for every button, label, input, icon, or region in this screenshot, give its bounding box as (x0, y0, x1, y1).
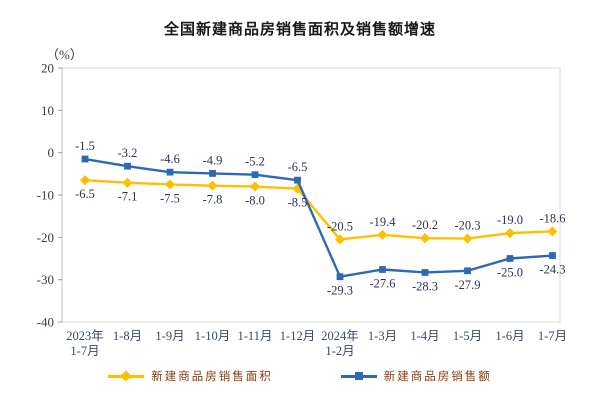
data-point-marker (164, 179, 176, 190)
data-label: -8.5 (288, 196, 308, 210)
data-label: -3.2 (118, 146, 138, 160)
data-label: -4.9 (203, 153, 223, 167)
y-tick-label: -30 (37, 272, 54, 287)
data-label: -5.2 (245, 155, 265, 169)
data-label: -7.1 (118, 190, 138, 204)
data-label: -1.5 (75, 139, 95, 153)
data-label: -20.3 (454, 219, 480, 233)
data-point-marker (294, 176, 301, 184)
y-tick-label: 20 (41, 61, 54, 76)
series-line-0 (79, 175, 558, 245)
data-point-marker (504, 228, 516, 239)
y-axis: 20 10 0 -10 -20 -30 -40 (37, 61, 62, 330)
legend-label-sales-amount: 新建商品房销售额 (383, 371, 492, 383)
data-point-marker (336, 273, 344, 281)
data-label: -24.3 (539, 263, 565, 277)
data-label: -6.5 (288, 160, 308, 174)
chart-legend: 新建商品房销售面积 新建商品房销售额 (0, 368, 600, 384)
data-point-marker (207, 180, 218, 191)
data-point-marker (419, 233, 431, 244)
data-label: -29.3 (327, 284, 353, 298)
y-tick-label: -20 (37, 230, 54, 245)
data-label: -7.8 (203, 193, 223, 207)
data-point-marker (377, 229, 388, 240)
data-point-marker (81, 155, 89, 163)
data-point-marker (421, 269, 429, 276)
data-label: -7.5 (160, 191, 180, 205)
data-label: -27.6 (369, 277, 395, 291)
data-point-marker (166, 168, 174, 176)
x-tick-label: 2024年 1-2月 (321, 329, 359, 358)
y-tick-label: -10 (37, 188, 54, 203)
legend-marker-diamond-icon (108, 370, 145, 382)
y-axis-unit-label: （%） (46, 47, 83, 62)
data-point-marker (462, 233, 473, 244)
legend-marker-square-icon (340, 372, 377, 381)
data-point-marker (122, 177, 133, 188)
data-point-marker (209, 170, 216, 177)
data-label: -28.3 (412, 279, 438, 293)
x-tick-label: 1-3月 (368, 329, 397, 343)
x-tick-label: 1-10月 (195, 329, 230, 343)
x-tick-label: 1-5月 (453, 329, 482, 343)
data-label: -19.0 (497, 213, 523, 227)
data-point-marker (334, 234, 346, 245)
data-point-marker (547, 226, 558, 237)
x-tick-label: 1-8月 (113, 329, 142, 343)
data-label: -20.5 (327, 219, 353, 233)
series-data-labels-0: -6.5 -7.1 -7.5 -7.8 -8.0 -8.5 -20.5 -19.4 -20.2 -… (75, 187, 565, 233)
y-tick-label: 0 (48, 145, 55, 160)
x-tick-label: 1-6月 (495, 329, 524, 343)
y-tick-label: -40 (37, 315, 54, 330)
x-tick-label: 1-4月 (410, 329, 439, 343)
data-point-marker (251, 171, 259, 179)
chart-title: 全国新建商品房销售面积及销售额增速 (163, 21, 436, 38)
x-tick-label: 1-12月 (280, 329, 315, 343)
x-axis: 2023年 1-7月 1-8月 1-9月 1-10月 1-11月 1-12月 2024年 1-2… (66, 329, 567, 358)
data-label: -8.0 (245, 194, 265, 208)
series-data-labels-1: -1.5 -3.2 -4.6 -4.9 -5.2 -6.5 -29.3 -27.6 -28.3 -… (75, 139, 565, 298)
legend-item-sales-area: 新建商品房销售面积 (108, 368, 273, 384)
data-point-marker (379, 266, 386, 273)
legend-label-sales-area: 新建商品房销售面积 (151, 371, 273, 383)
x-tick-label: 1-11月 (238, 329, 273, 343)
x-tick-label: 1-7月 (538, 329, 567, 343)
data-point-marker (464, 267, 471, 275)
data-label: -25.0 (497, 266, 523, 280)
data-point-marker (249, 181, 261, 192)
data-label: -20.2 (412, 218, 438, 232)
x-tick-label: 1-9月 (155, 329, 184, 343)
data-label: -27.9 (454, 278, 480, 292)
data-point-marker (549, 252, 556, 259)
series-line-1 (81, 155, 556, 281)
data-point-marker (79, 175, 91, 186)
data-label: -18.6 (539, 211, 565, 225)
legend-item-sales-amount: 新建商品房销售额 (340, 368, 492, 384)
x-tick-label: 2023年 1-7月 (66, 329, 104, 358)
data-label: -6.5 (75, 187, 95, 201)
data-point-marker (124, 162, 131, 170)
data-label: -19.4 (369, 215, 396, 229)
data-point-marker (506, 255, 514, 262)
y-tick-label: 10 (41, 103, 54, 118)
data-label: -4.6 (160, 152, 180, 166)
